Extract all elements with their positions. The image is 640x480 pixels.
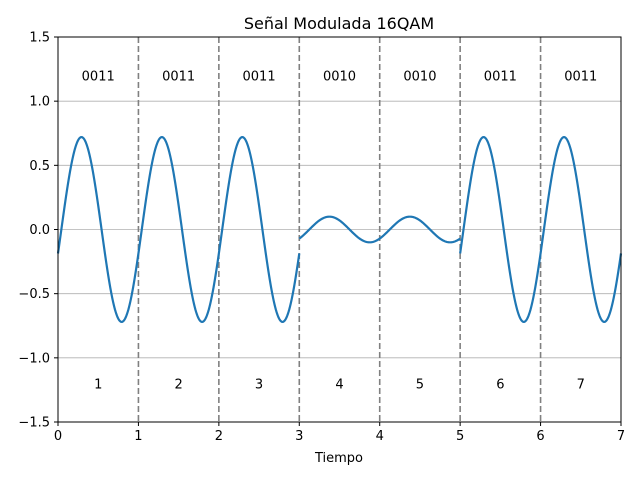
- symbol-dividers: [137, 37, 542, 422]
- symbol-bits-label: 0010: [323, 70, 356, 85]
- x-tick-label: 6: [536, 429, 544, 444]
- y-tick-label: −1.0: [18, 351, 50, 366]
- symbol-bits-label: 0010: [403, 70, 436, 85]
- symbol-bits-label: 0011: [162, 70, 195, 85]
- symbol-bits-label: 0011: [564, 70, 597, 85]
- symbol-index-label: 3: [255, 378, 263, 393]
- x-tick-label: 2: [215, 429, 223, 444]
- symbol-index-label: 2: [175, 378, 183, 393]
- symbol-annotations: 0011 1 0011 2 0011 3 0010 4 0010 5 0011 6 0011 7: [82, 70, 598, 393]
- x-axis-label: Tiempo: [314, 451, 363, 466]
- y-tick-label: 1.5: [29, 31, 50, 46]
- y-tick-label: −0.5: [18, 287, 50, 302]
- x-tick-label: 1: [134, 429, 142, 444]
- x-tick-label: 4: [376, 429, 384, 444]
- x-axis-ticks: 0 1 2 3 4 5 6 7: [54, 422, 625, 444]
- y-tick-label: 0.5: [29, 159, 50, 174]
- symbol-index-label: 6: [496, 378, 504, 393]
- y-axis-ticks: −1.5 −1.0 −0.5 0.0 0.5 1.0 1.5: [18, 31, 58, 431]
- x-tick-label: 0: [54, 429, 62, 444]
- symbol-index-label: 4: [335, 378, 343, 393]
- symbol-bits-label: 0011: [243, 70, 276, 85]
- y-tick-label: 1.0: [29, 95, 50, 110]
- x-tick-label: 7: [617, 429, 625, 444]
- y-tick-label: 0.0: [29, 223, 50, 238]
- symbol-index-label: 5: [416, 378, 424, 393]
- x-tick-label: 5: [456, 429, 464, 444]
- symbol-bits-label: 0011: [484, 70, 517, 85]
- chart-title: Señal Modulada 16QAM: [244, 14, 434, 33]
- symbol-index-label: 7: [577, 378, 585, 393]
- x-tick-label: 3: [295, 429, 303, 444]
- symbol-bits-label: 0011: [82, 70, 115, 85]
- signal-line: [56, 135, 623, 324]
- symbol-index-label: 1: [94, 378, 102, 393]
- y-tick-label: −1.5: [18, 416, 50, 431]
